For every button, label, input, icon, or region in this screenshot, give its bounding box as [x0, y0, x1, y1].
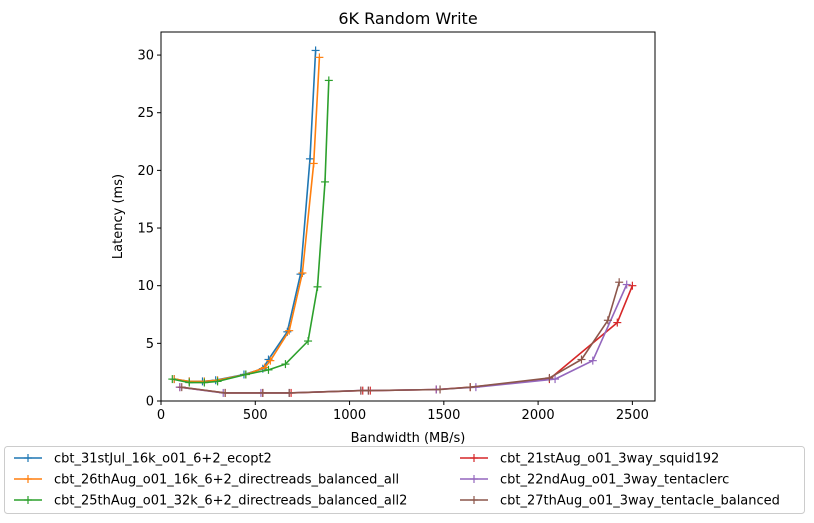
y-tick-label: 30: [137, 49, 154, 64]
x-axis: 0 500 1000 1500 2000 2500: [157, 401, 649, 423]
data-point: [364, 386, 373, 395]
data-point: [615, 278, 624, 287]
y-tick-label: 20: [137, 164, 154, 179]
data-point: [241, 370, 250, 379]
y-axis-title: Latency (ms): [111, 174, 126, 259]
series-line: [172, 80, 330, 384]
data-point: [321, 177, 330, 186]
data-point: [200, 378, 209, 387]
y-tick-label: 10: [137, 279, 154, 294]
data-point: [622, 280, 631, 289]
legend-box: [4, 446, 805, 514]
legend-label: cbt_31stJul_16k_o01_6+2_ecopt2: [54, 452, 272, 467]
series-2: [170, 53, 324, 386]
data-point: [613, 318, 622, 327]
data-point: [311, 46, 320, 55]
data-point: [577, 355, 586, 364]
data-point: [603, 316, 612, 325]
series-4: [175, 281, 637, 397]
data-point: [266, 356, 275, 365]
data-point: [285, 326, 294, 335]
data-point: [324, 76, 333, 85]
legend-label: cbt_27thAug_o01_3way_tentacle_balanced: [500, 494, 780, 509]
data-point: [309, 159, 318, 168]
data-point: [436, 385, 445, 394]
data-point: [588, 356, 597, 365]
data-point: [177, 383, 186, 392]
legend-item: cbt_31stJul_16k_o01_6+2_ecopt2: [14, 452, 272, 467]
data-point: [296, 270, 305, 279]
data-point: [356, 386, 365, 395]
data-point: [221, 388, 230, 397]
series-line: [179, 284, 628, 394]
data-point: [168, 375, 177, 384]
data-point: [551, 375, 560, 384]
series-line: [174, 50, 317, 383]
y-tick-label: 15: [137, 222, 154, 237]
data-point: [258, 388, 267, 397]
legend-item: cbt_22ndAug_o01_3way_tentaclerc: [460, 473, 729, 488]
x-tick-label: 1000: [333, 408, 366, 423]
data-point: [264, 365, 273, 374]
data-point: [315, 53, 324, 62]
legend-label: cbt_22ndAug_o01_3way_tentaclerc: [500, 473, 729, 488]
data-point: [285, 388, 294, 397]
x-tick-label: 2500: [616, 408, 649, 423]
series-line: [181, 281, 620, 394]
data-point: [313, 282, 322, 291]
legend-item: cbt_21stAug_o01_3way_squid192: [460, 452, 719, 467]
data-point: [305, 154, 314, 163]
chart-title: 6K Random Write: [338, 9, 477, 28]
data-point: [304, 337, 313, 346]
legend-item: cbt_25thAug_o01_32k_6+2_directreads_bala…: [14, 494, 407, 509]
series-5: [175, 280, 631, 397]
x-axis-title: Bandwidth (MB/s): [351, 431, 466, 446]
legend: cbt_31stJul_16k_o01_6+2_ecopt2 cbt_26thAu…: [4, 446, 805, 514]
y-tick-label: 25: [137, 106, 154, 121]
series-6: [177, 278, 624, 397]
x-tick-label: 2000: [522, 408, 555, 423]
x-tick-label: 500: [243, 408, 268, 423]
x-tick-label: 0: [157, 408, 165, 423]
y-tick-label: 0: [146, 395, 154, 410]
legend-label: cbt_25thAug_o01_32k_6+2_directreads_bala…: [54, 494, 407, 509]
series-3: [168, 76, 333, 387]
data-point: [545, 373, 554, 382]
data-point: [298, 269, 307, 278]
data-point: [281, 360, 290, 369]
plot-frame: [160, 31, 656, 402]
x-tick-label: 1500: [427, 408, 460, 423]
data-point: [628, 281, 637, 290]
y-axis: 0 5 10 15 20 25 30: [137, 49, 161, 410]
legend-item: cbt_26thAug_o01_16k_6+2_directreads_bala…: [14, 473, 399, 488]
data-point: [185, 378, 194, 387]
plot-area: [168, 46, 637, 397]
series-line: [174, 57, 321, 383]
legend-item: cbt_27thAug_o01_3way_tentacle_balanced: [460, 494, 780, 509]
data-point: [213, 377, 222, 386]
series-line: [179, 285, 634, 394]
legend-label: cbt_21stAug_o01_3way_squid192: [500, 452, 719, 467]
series-1: [170, 46, 320, 386]
y-tick-label: 5: [146, 337, 154, 352]
data-point: [466, 383, 475, 392]
legend-label: cbt_26thAug_o01_16k_6+2_directreads_bala…: [54, 473, 399, 488]
